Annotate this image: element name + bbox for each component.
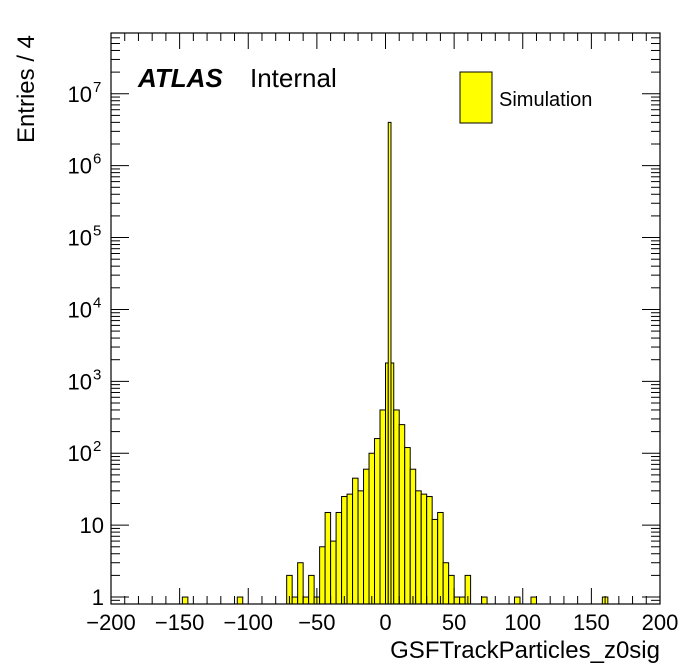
- x-tick-label: 100: [504, 610, 541, 635]
- histogram-bar: [437, 511, 444, 605]
- y-tick-exponent: 3: [93, 366, 101, 383]
- histogram-bar: [420, 493, 428, 605]
- legend-swatch: [459, 71, 493, 124]
- histogram-bar: [393, 409, 400, 605]
- status-label: Internal: [250, 63, 337, 93]
- histogram-bar: [341, 496, 348, 605]
- histogram-bar: [426, 496, 433, 605]
- y-tick-exponent: 2: [93, 438, 101, 455]
- y-tick-label: 10: [80, 513, 104, 538]
- x-tick-label: −150: [155, 610, 205, 635]
- histogram-bar: [442, 562, 450, 605]
- histogram-bar: [459, 596, 466, 605]
- y-tick-exponent: 4: [93, 294, 101, 311]
- histogram-bar: [357, 490, 365, 605]
- y-tick-label: 10: [68, 369, 92, 394]
- histogram-bar: [352, 477, 359, 605]
- x-tick-label: −200: [86, 610, 136, 635]
- x-tick-label: 200: [642, 610, 679, 635]
- histogram-bar: [514, 596, 521, 605]
- histogram-bar: [181, 596, 189, 605]
- histogram-bar: [308, 574, 315, 605]
- experiment-label: ATLAS: [137, 63, 223, 93]
- y-tick-label: 10: [68, 297, 92, 322]
- histogram-bar: [236, 596, 244, 605]
- histogram-bar: [530, 596, 537, 605]
- histogram-bar: [291, 596, 299, 605]
- x-tick-labels: −200 −150 −100 −50 0 50 100 150 200: [86, 610, 678, 635]
- x-tick-label: 50: [442, 610, 466, 635]
- histogram-bar: [297, 562, 304, 605]
- y-tick-exponent: 7: [93, 79, 101, 96]
- histogram-bar: [481, 596, 488, 605]
- histogram-bar: [431, 518, 439, 605]
- histogram-bar: [335, 511, 343, 605]
- x-tick-label: −100: [223, 610, 273, 635]
- x-tick-label: 150: [573, 610, 610, 635]
- histogram-bar: [404, 447, 411, 605]
- y-tick-exponent: 5: [93, 223, 101, 240]
- histogram-bar: [398, 424, 406, 605]
- histogram-bar: [330, 540, 337, 605]
- x-tick-label: −50: [298, 610, 335, 635]
- plot-frame: [110, 32, 661, 605]
- histogram-bar: [346, 493, 354, 605]
- histogram-bars: [181, 121, 609, 605]
- histogram-bar: [448, 574, 455, 605]
- histogram-bar: [415, 490, 422, 605]
- histogram-bar: [324, 511, 332, 605]
- histogram-bar: [374, 438, 381, 605]
- y-tick-label: 10: [68, 226, 92, 251]
- y-tick-label: 10: [68, 441, 92, 466]
- y-axis-title: Entries / 4: [13, 35, 40, 143]
- y-tick-label: 10: [68, 82, 92, 107]
- y-tick-label: 10: [68, 154, 92, 179]
- histogram-bar: [363, 468, 370, 605]
- histogram-bar: [453, 596, 461, 605]
- histogram-bar: [409, 468, 417, 605]
- histogram-bar: [368, 452, 376, 605]
- y-tick-label: 1: [92, 585, 104, 610]
- histogram-bar: [319, 546, 326, 605]
- x-axis-title: GSFTrackParticles_z0sig: [390, 637, 660, 664]
- legend-entry: Simulation: [499, 89, 592, 111]
- x-tick-label: 0: [379, 610, 391, 635]
- histogram-bar: [379, 409, 387, 605]
- histogram-bar: [302, 596, 310, 605]
- y-tick-exponent: 6: [93, 151, 101, 168]
